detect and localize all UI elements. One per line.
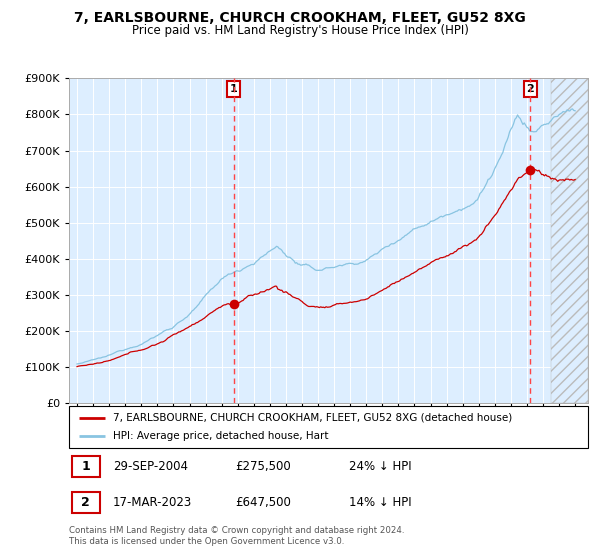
Text: 7, EARLSBOURNE, CHURCH CROOKHAM, FLEET, GU52 8XG (detached house): 7, EARLSBOURNE, CHURCH CROOKHAM, FLEET, … — [113, 413, 512, 423]
FancyBboxPatch shape — [71, 456, 100, 478]
Text: 1: 1 — [82, 460, 90, 473]
Text: 1: 1 — [230, 84, 238, 94]
Text: 29-SEP-2004: 29-SEP-2004 — [113, 460, 188, 473]
Text: Price paid vs. HM Land Registry's House Price Index (HPI): Price paid vs. HM Land Registry's House … — [131, 24, 469, 36]
Text: 24% ↓ HPI: 24% ↓ HPI — [349, 460, 412, 473]
Text: £647,500: £647,500 — [235, 496, 291, 509]
Text: £275,500: £275,500 — [235, 460, 291, 473]
FancyBboxPatch shape — [71, 492, 100, 514]
Text: 2: 2 — [82, 496, 90, 509]
Text: Contains HM Land Registry data © Crown copyright and database right 2024.
This d: Contains HM Land Registry data © Crown c… — [69, 526, 404, 546]
FancyBboxPatch shape — [69, 406, 588, 448]
Text: 2: 2 — [526, 84, 534, 94]
Text: HPI: Average price, detached house, Hart: HPI: Average price, detached house, Hart — [113, 431, 329, 441]
Text: 14% ↓ HPI: 14% ↓ HPI — [349, 496, 412, 509]
Text: 7, EARLSBOURNE, CHURCH CROOKHAM, FLEET, GU52 8XG: 7, EARLSBOURNE, CHURCH CROOKHAM, FLEET, … — [74, 11, 526, 25]
Text: 17-MAR-2023: 17-MAR-2023 — [113, 496, 193, 509]
